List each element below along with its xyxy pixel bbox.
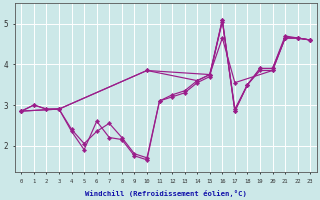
X-axis label: Windchill (Refroidissement éolien,°C): Windchill (Refroidissement éolien,°C) (85, 190, 247, 197)
